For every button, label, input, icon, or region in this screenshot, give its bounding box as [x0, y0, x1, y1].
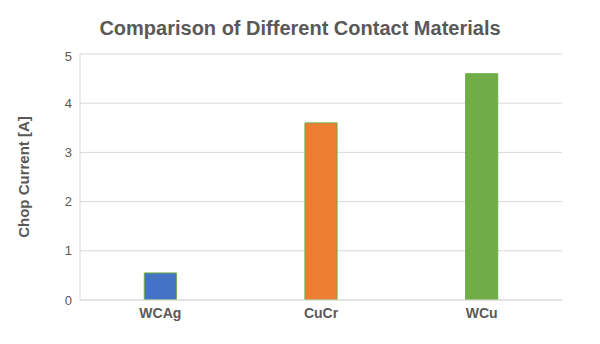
svg-text:3: 3 — [65, 145, 72, 160]
svg-text:0: 0 — [65, 293, 72, 308]
svg-text:5: 5 — [65, 49, 72, 64]
svg-text:CuCr: CuCr — [304, 305, 339, 321]
svg-text:4: 4 — [65, 96, 72, 111]
svg-text:Chop Current [A]: Chop Current [A] — [15, 116, 32, 238]
html-text:Comparison of Different Contac: Comparison of Different Contact Material… — [99, 17, 501, 39]
svg-text:2: 2 — [65, 194, 72, 209]
svg-text:WCAg: WCAg — [139, 305, 181, 321]
svg-text:WCu: WCu — [466, 305, 498, 321]
svg-text:1: 1 — [65, 243, 72, 258]
